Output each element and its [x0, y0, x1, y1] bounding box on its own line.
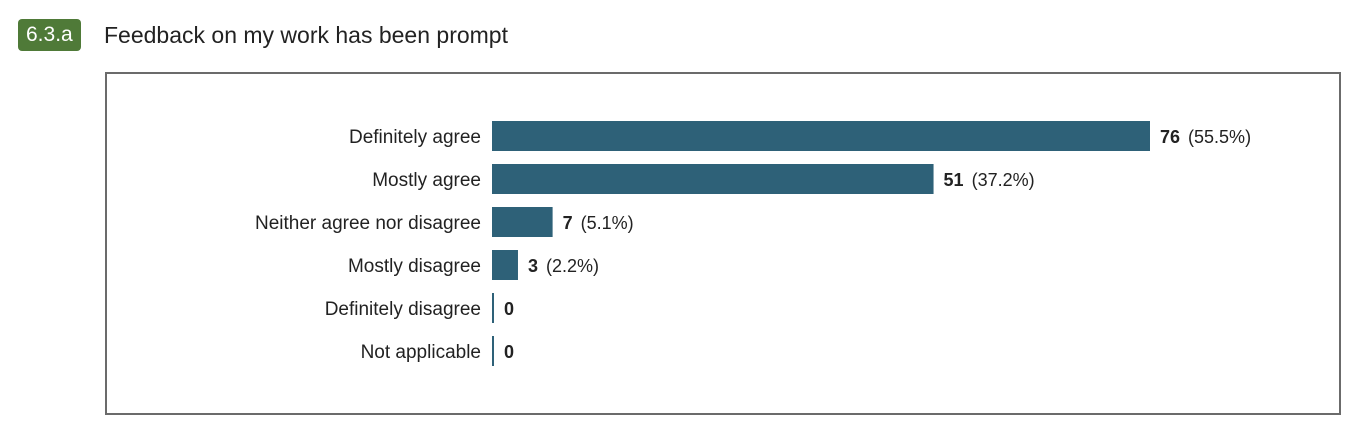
value-count: 76	[1160, 127, 1180, 147]
question-number-badge: 6.3.a	[18, 19, 81, 51]
category-label: Definitely agree	[349, 127, 481, 148]
value-count: 0	[504, 342, 514, 362]
bar	[492, 293, 494, 323]
value-label: 76 (55.5%)	[1160, 127, 1251, 147]
value-percent: (5.1%)	[581, 213, 634, 233]
category-label: Not applicable	[361, 342, 481, 363]
category-label: Mostly agree	[372, 170, 481, 191]
value-label: 7 (5.1%)	[563, 213, 634, 233]
bar	[492, 336, 494, 366]
value-label: 0	[504, 342, 514, 362]
category-label: Neither agree nor disagree	[255, 213, 481, 234]
bar	[492, 164, 934, 194]
value-percent: (37.2%)	[972, 170, 1035, 190]
chart-frame: Definitely agree 76 (55.5%) Mostly agree 51 (…	[105, 72, 1341, 415]
bar	[492, 121, 1150, 151]
value-label: 3 (2.2%)	[528, 256, 599, 276]
value-percent: (2.2%)	[546, 256, 599, 276]
question-title: Feedback on my work has been prompt	[104, 22, 508, 48]
value-label: 0	[504, 299, 514, 319]
bar	[492, 250, 518, 280]
bar-chart: Definitely agree 76 (55.5%) Mostly agree 51 (…	[255, 121, 1251, 366]
category-label: Definitely disagree	[325, 299, 481, 320]
value-count: 51	[944, 170, 964, 190]
value-label: 51 (37.2%)	[944, 170, 1035, 190]
value-count: 3	[528, 256, 538, 276]
value-count: 0	[504, 299, 514, 319]
category-label: Mostly disagree	[348, 256, 481, 277]
value-percent: (55.5%)	[1188, 127, 1251, 147]
bar	[492, 207, 553, 237]
value-count: 7	[563, 213, 573, 233]
